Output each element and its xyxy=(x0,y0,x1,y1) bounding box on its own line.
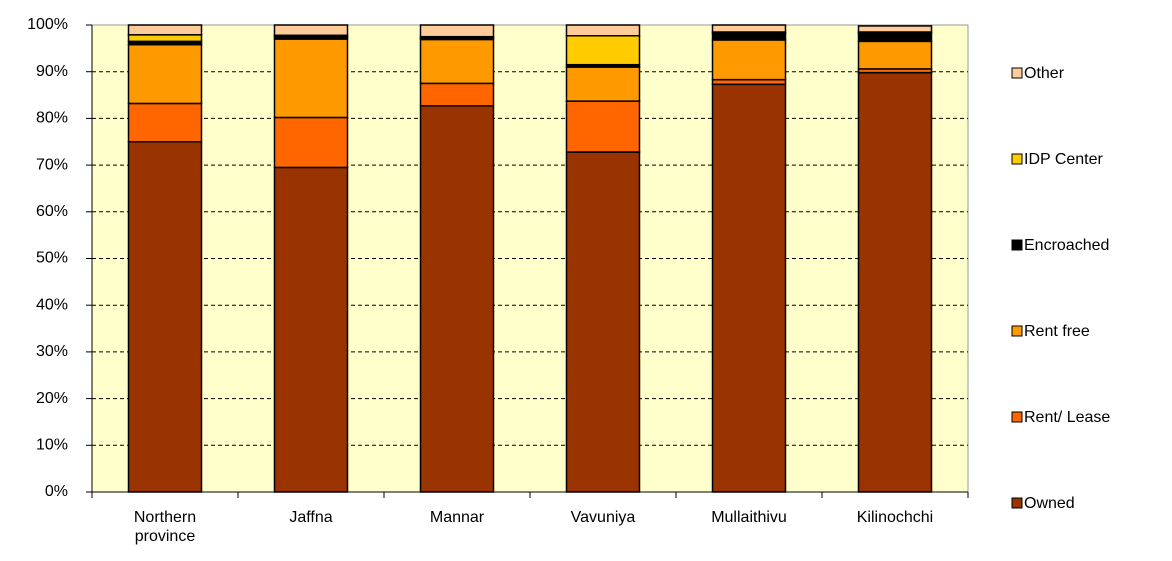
legend-label: Rent free xyxy=(1024,323,1090,340)
bar-segment xyxy=(565,34,641,66)
legend-label: Rent/ Lease xyxy=(1024,409,1110,426)
legend-label: Encroached xyxy=(1024,237,1109,254)
legend-swatch xyxy=(1011,67,1023,79)
bar-segment xyxy=(857,40,933,70)
bar-segment xyxy=(127,34,203,43)
legend-swatch xyxy=(1011,325,1023,337)
y-tick-label: 10% xyxy=(36,437,68,454)
bar-segment xyxy=(711,39,787,81)
bar-segment xyxy=(273,166,349,493)
y-tick-label: 40% xyxy=(36,296,68,313)
x-tick-label: Vavuniya xyxy=(570,509,636,526)
bar-segment xyxy=(565,100,641,153)
bar-segment xyxy=(127,24,203,36)
bar-segment xyxy=(857,71,933,493)
legend-label: Owned xyxy=(1024,495,1075,512)
x-tick-label: Kilinochchi xyxy=(856,509,934,526)
bar-segment xyxy=(419,38,495,85)
legend-swatch xyxy=(1011,239,1023,251)
y-tick-label: 0% xyxy=(45,483,68,500)
bar-segment xyxy=(273,38,349,119)
bar-segment xyxy=(711,83,787,493)
bar-segment xyxy=(127,141,203,493)
bar-segment xyxy=(419,82,495,107)
bar-segment xyxy=(273,116,349,169)
bar-segment xyxy=(857,25,933,33)
bar-segment xyxy=(127,43,203,105)
legend-swatch xyxy=(1011,411,1023,423)
bar-segment xyxy=(419,24,495,38)
y-tick-label: 80% xyxy=(36,110,68,127)
bar-segment xyxy=(711,24,787,33)
y-tick-label: 90% xyxy=(36,63,68,80)
x-tick-label: Jaffna xyxy=(289,509,333,526)
bar-segment xyxy=(273,24,349,37)
y-tick-label: 30% xyxy=(36,343,68,360)
bar-segment xyxy=(565,24,641,37)
y-tick-label: 20% xyxy=(36,390,68,407)
legend-swatch xyxy=(1011,153,1023,165)
bar-segment xyxy=(565,66,641,102)
legend-label: Other xyxy=(1024,65,1065,82)
legend-swatch xyxy=(1011,497,1023,509)
bar-segment xyxy=(565,151,641,493)
x-tick-label: Mannar xyxy=(429,509,485,526)
bar-segment xyxy=(127,102,203,143)
bar-segment xyxy=(711,32,787,41)
y-tick-label: 100% xyxy=(27,16,68,33)
x-tick-label: Mullaithivu xyxy=(711,509,787,526)
y-tick-label: 70% xyxy=(36,156,68,173)
bar-segment xyxy=(419,105,495,493)
x-tick-label: Northern province xyxy=(133,509,197,545)
legend-label: IDP Center xyxy=(1024,151,1104,168)
bar-segment xyxy=(857,32,933,43)
y-tick-label: 60% xyxy=(36,203,68,220)
y-tick-label: 50% xyxy=(36,250,68,267)
